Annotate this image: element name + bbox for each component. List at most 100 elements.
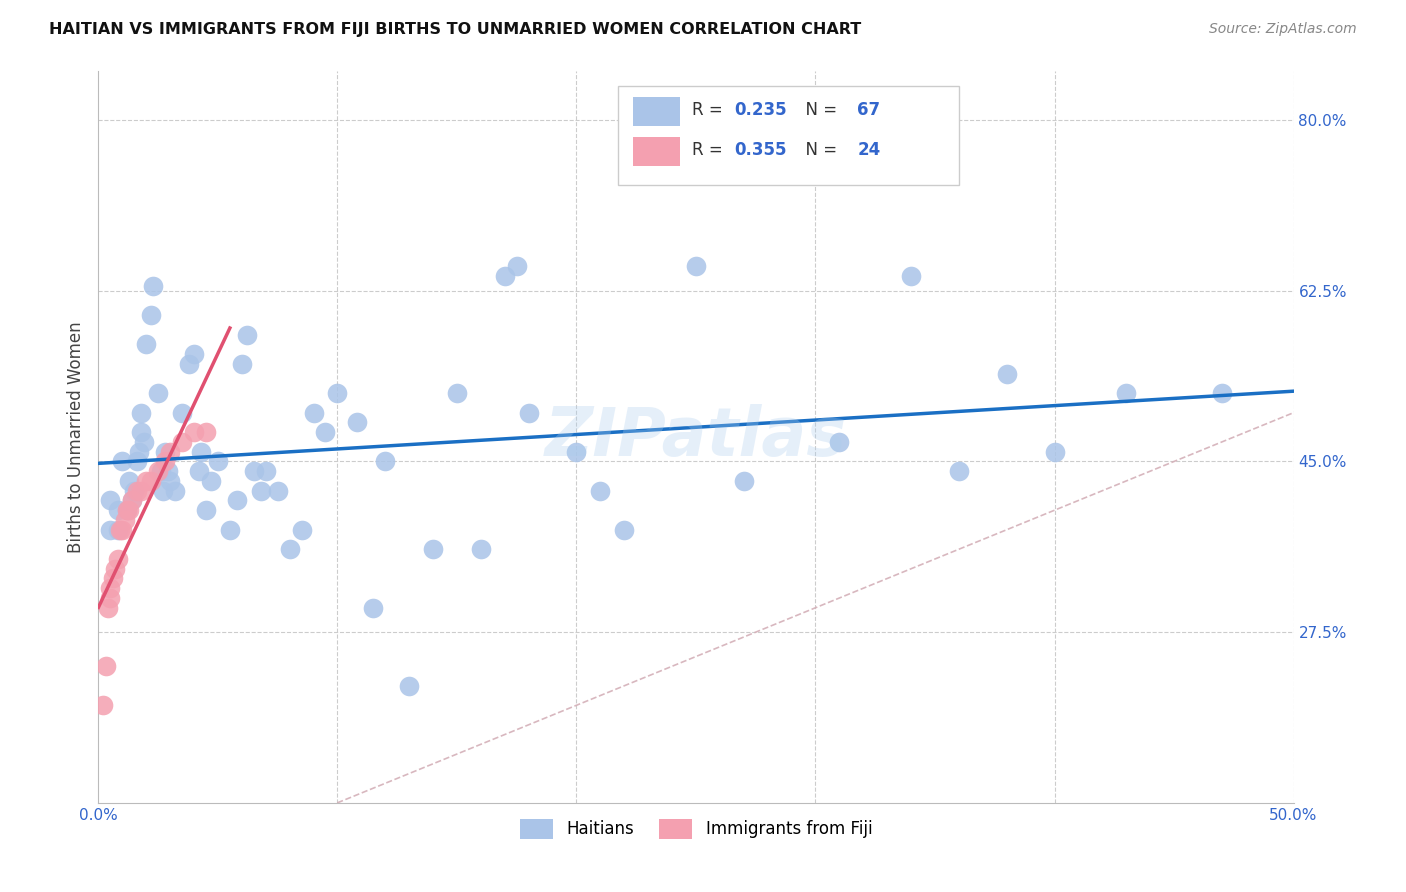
Point xyxy=(1211,386,1233,401)
Point xyxy=(135,474,157,488)
Text: 24: 24 xyxy=(858,141,880,160)
Point xyxy=(98,581,122,595)
Point xyxy=(200,474,222,488)
Point xyxy=(132,434,155,449)
Text: R =: R = xyxy=(692,101,728,120)
Point xyxy=(207,454,229,468)
Legend: Haitians, Immigrants from Fiji: Haitians, Immigrants from Fiji xyxy=(513,812,879,846)
Point xyxy=(613,523,636,537)
Point xyxy=(139,308,162,322)
Point xyxy=(107,503,129,517)
Point xyxy=(254,464,277,478)
Point xyxy=(125,483,148,498)
Point xyxy=(517,406,540,420)
Point xyxy=(470,542,492,557)
Point xyxy=(142,279,165,293)
Point xyxy=(131,425,153,440)
Text: 67: 67 xyxy=(858,101,880,120)
Point xyxy=(101,572,124,586)
Point xyxy=(98,523,122,537)
Point xyxy=(315,425,337,440)
Point xyxy=(172,406,194,420)
Point xyxy=(326,386,349,401)
Point xyxy=(104,562,127,576)
Text: Source: ZipAtlas.com: Source: ZipAtlas.com xyxy=(1209,22,1357,37)
Point xyxy=(948,464,970,478)
FancyBboxPatch shape xyxy=(619,86,959,185)
Point xyxy=(128,444,150,458)
Point xyxy=(1043,444,1066,458)
Text: 0.235: 0.235 xyxy=(734,101,787,120)
Point xyxy=(183,425,205,440)
Point xyxy=(159,474,181,488)
Point xyxy=(152,483,174,498)
FancyBboxPatch shape xyxy=(633,137,681,167)
Point xyxy=(190,444,212,458)
Point xyxy=(346,416,368,430)
Point xyxy=(111,523,134,537)
Point xyxy=(422,542,444,557)
Point xyxy=(155,444,177,458)
Point xyxy=(398,679,420,693)
Point xyxy=(91,698,114,713)
Point xyxy=(148,464,170,478)
Text: HAITIAN VS IMMIGRANTS FROM FIJI BIRTHS TO UNMARRIED WOMEN CORRELATION CHART: HAITIAN VS IMMIGRANTS FROM FIJI BIRTHS T… xyxy=(49,22,862,37)
Point xyxy=(195,503,218,517)
Point xyxy=(159,444,181,458)
Point xyxy=(374,454,396,468)
Point xyxy=(363,600,385,615)
Text: 0.355: 0.355 xyxy=(734,141,787,160)
Point xyxy=(148,386,170,401)
Point xyxy=(156,464,179,478)
FancyBboxPatch shape xyxy=(633,97,681,127)
Point xyxy=(124,483,146,498)
Point xyxy=(111,454,134,468)
Point xyxy=(1115,386,1137,401)
Point xyxy=(121,493,143,508)
Point xyxy=(183,347,205,361)
Point xyxy=(506,260,529,274)
Point xyxy=(219,523,242,537)
Point xyxy=(98,591,122,605)
Point xyxy=(187,464,209,478)
Point xyxy=(195,425,218,440)
Point xyxy=(155,454,177,468)
Point xyxy=(235,327,257,342)
Point xyxy=(115,503,138,517)
Point xyxy=(108,523,131,537)
Point xyxy=(139,474,162,488)
Point xyxy=(149,464,172,478)
Point xyxy=(243,464,266,478)
Point xyxy=(98,493,122,508)
Point xyxy=(115,503,138,517)
Point xyxy=(565,444,588,458)
Point xyxy=(97,600,120,615)
Point xyxy=(179,357,201,371)
Text: ZIPatlas: ZIPatlas xyxy=(546,404,846,470)
Point xyxy=(107,552,129,566)
Point xyxy=(131,406,153,420)
Point xyxy=(118,474,141,488)
Point xyxy=(900,269,922,284)
Point xyxy=(131,483,153,498)
Text: N =: N = xyxy=(796,101,842,120)
Point xyxy=(163,483,186,498)
Point xyxy=(172,434,194,449)
Point xyxy=(125,454,148,468)
Point xyxy=(828,434,851,449)
Point xyxy=(114,513,136,527)
Point xyxy=(995,367,1018,381)
Y-axis label: Births to Unmarried Women: Births to Unmarried Women xyxy=(66,321,84,553)
Point xyxy=(121,493,143,508)
Point xyxy=(685,260,707,274)
Text: R =: R = xyxy=(692,141,728,160)
Point xyxy=(302,406,325,420)
Point xyxy=(494,269,516,284)
Point xyxy=(231,357,253,371)
Point xyxy=(589,483,612,498)
Point xyxy=(250,483,273,498)
Point xyxy=(226,493,249,508)
Text: N =: N = xyxy=(796,141,842,160)
Point xyxy=(733,474,755,488)
Point xyxy=(107,523,129,537)
